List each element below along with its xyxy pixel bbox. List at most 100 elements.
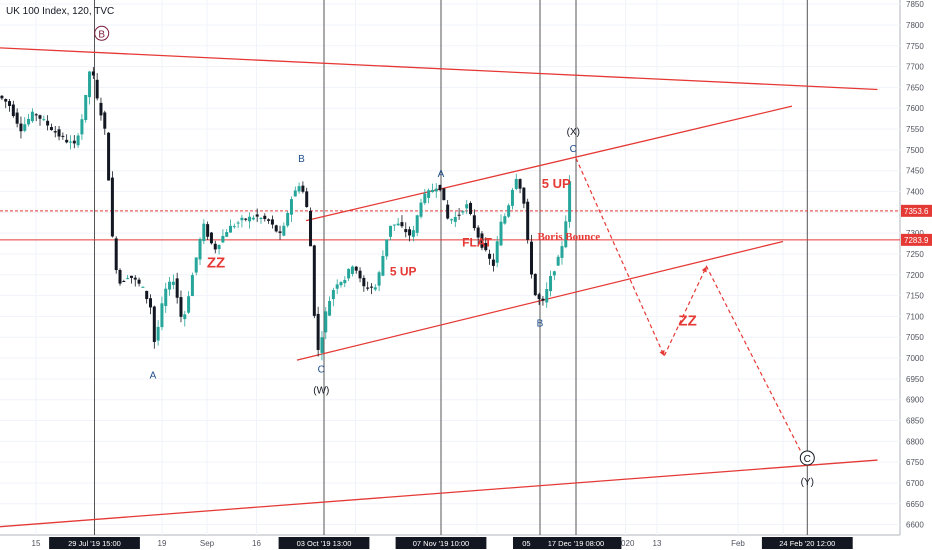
candle-body <box>183 314 187 320</box>
candle-body <box>8 101 12 106</box>
candle-body <box>232 226 236 228</box>
trendline <box>305 105 793 222</box>
candle-body <box>236 222 240 224</box>
wave-label: (W) <box>313 385 329 396</box>
candle-body <box>312 245 316 316</box>
candle-body <box>529 241 533 275</box>
candle-body <box>282 225 286 236</box>
wave-label: A <box>150 371 157 382</box>
candle-body <box>19 123 23 132</box>
y-tick-label: 7000 <box>906 354 924 363</box>
candle-body <box>248 216 252 222</box>
trendline <box>296 240 784 361</box>
candle-body <box>343 279 347 284</box>
candle-body <box>301 185 305 192</box>
candle-body <box>95 79 99 99</box>
trendline <box>0 47 878 91</box>
candle-body <box>133 277 137 280</box>
candle-body <box>190 275 194 296</box>
wave-label-circle <box>799 450 815 466</box>
y-tick-label: 7150 <box>906 292 924 301</box>
candle-body <box>423 193 427 204</box>
annotation-text: ZZ <box>678 313 696 330</box>
candle-body <box>354 266 358 271</box>
candle-body <box>358 270 362 279</box>
candle-body <box>206 224 210 237</box>
candle-body <box>213 243 217 250</box>
candle-body <box>514 178 518 189</box>
candle-body <box>164 288 168 307</box>
price-level-label: 7283.9 <box>904 236 929 245</box>
x-tick-label: Sep <box>200 539 215 548</box>
candle-body <box>202 223 206 242</box>
candle-body <box>129 275 133 278</box>
candle-body <box>526 201 530 240</box>
candle-body <box>286 212 290 226</box>
candle-body <box>427 190 431 198</box>
candle-body <box>122 281 126 283</box>
candle-body <box>434 188 438 192</box>
candle-body <box>415 215 419 233</box>
projection-path <box>575 157 808 465</box>
candle-body <box>103 112 107 129</box>
y-tick-label: 6950 <box>906 375 924 384</box>
candle-body <box>91 71 95 76</box>
candle-body <box>46 120 50 126</box>
candle-body <box>411 230 415 237</box>
candle-body <box>564 221 568 248</box>
candle-body <box>369 286 373 288</box>
candle-body <box>4 99 8 102</box>
candle-body <box>549 276 553 292</box>
candle-body <box>137 279 141 284</box>
x-tick-label: 2020 <box>617 539 635 548</box>
candle-body <box>331 290 335 300</box>
candle-body <box>225 231 229 237</box>
candle-body <box>217 244 221 249</box>
candle-body <box>65 139 69 143</box>
y-tick-label: 6600 <box>906 521 924 530</box>
candle-body <box>209 232 213 244</box>
candle-body <box>15 112 19 124</box>
candle-body <box>57 129 61 137</box>
candle-body <box>449 219 453 221</box>
candle-body <box>259 217 263 219</box>
candle-body <box>168 281 172 290</box>
y-tick-label: 7100 <box>906 312 924 321</box>
y-tick-label: 7550 <box>906 125 924 134</box>
candle-body <box>49 127 53 131</box>
candle-body <box>556 256 560 266</box>
candle-body <box>461 211 465 213</box>
y-tick-label: 6750 <box>906 458 924 467</box>
candle-body <box>522 187 526 204</box>
candle-body <box>484 242 488 251</box>
candle-body <box>251 217 255 220</box>
candle-body <box>442 188 446 201</box>
wave-label: B <box>298 154 305 165</box>
wave-label: C <box>804 454 811 465</box>
candle-body <box>503 216 507 224</box>
candle-body <box>541 298 545 301</box>
wave-label: B <box>537 319 544 330</box>
date-badge-label: 07 Nov '19 10:00 <box>413 539 469 548</box>
y-tick-label: 7450 <box>906 167 924 176</box>
candle-body <box>175 278 179 298</box>
candle-body <box>392 224 396 226</box>
y-tick-label: 6650 <box>906 500 924 509</box>
candle-body <box>469 203 473 215</box>
candle-body <box>404 229 408 233</box>
trendline <box>0 459 878 528</box>
candle-body <box>495 241 499 263</box>
candle-body <box>179 297 183 317</box>
date-badge <box>278 537 370 549</box>
candle-body <box>507 205 511 217</box>
candle-body <box>305 191 309 208</box>
candle-body <box>118 269 122 284</box>
candle-body <box>34 114 38 116</box>
candle-body <box>160 303 164 328</box>
candle-body <box>23 124 27 131</box>
candle-body <box>446 204 450 219</box>
candle-body <box>400 222 404 227</box>
candle-body <box>480 233 484 248</box>
